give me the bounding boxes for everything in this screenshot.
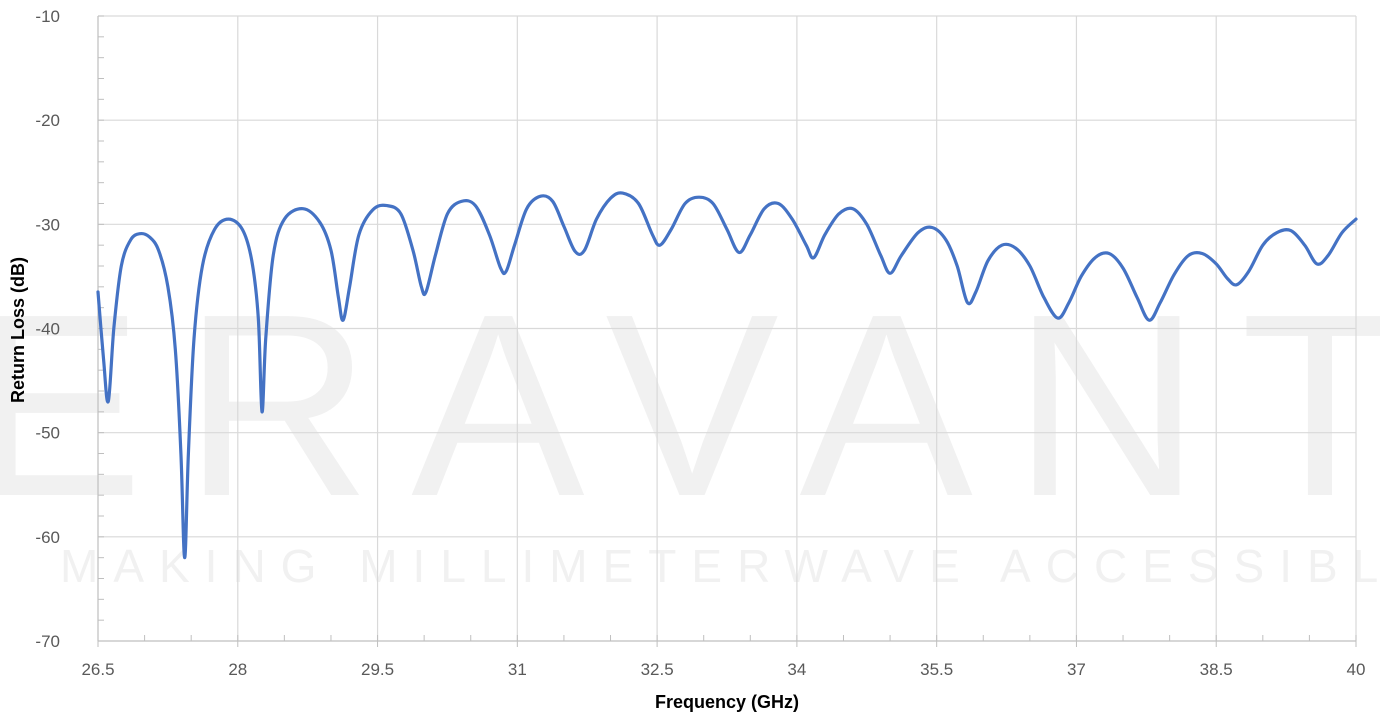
x-tick-labels: 26.5 28 29.5 31 32.5 34 35.5 37 38.5 40 — [81, 660, 1365, 679]
y-tick-label: -20 — [35, 111, 60, 130]
watermark-tagline: MAKING MILLIMETERWAVE ACCESSIBLE — [60, 540, 1380, 592]
series-layer — [96, 191, 1358, 560]
y-tick-label: -40 — [35, 320, 60, 339]
x-tick-label: 38.5 — [1200, 660, 1233, 679]
y-tick-label: -70 — [35, 632, 60, 651]
x-tick-label: 31 — [508, 660, 527, 679]
y-tick-label: -30 — [35, 215, 60, 234]
watermark-brand: ERAVANT — [0, 261, 1380, 551]
y-tick-label: -50 — [35, 424, 60, 443]
x-axis-title: Frequency (GHz) — [655, 692, 799, 712]
gridlines — [98, 15, 1357, 641]
y-tick-label: -60 — [35, 528, 60, 547]
x-tick-label: 32.5 — [641, 660, 674, 679]
return-loss-line — [96, 191, 1358, 560]
x-tick-label: 28 — [228, 660, 247, 679]
y-tick-label: -10 — [35, 7, 60, 26]
x-tick-label: 37 — [1067, 660, 1086, 679]
watermark: ERAVANT MAKING MILLIMETERWAVE ACCESSIBLE — [0, 261, 1380, 592]
x-tick-label: 26.5 — [81, 660, 114, 679]
x-tick-label: 35.5 — [920, 660, 953, 679]
x-tick-label: 29.5 — [361, 660, 394, 679]
y-tick-labels: -10 -20 -30 -40 -50 -60 -70 — [35, 7, 60, 651]
y-axis-title: Return Loss (dB) — [8, 257, 28, 403]
x-tick-label: 40 — [1347, 660, 1366, 679]
x-tick-label: 34 — [787, 660, 806, 679]
